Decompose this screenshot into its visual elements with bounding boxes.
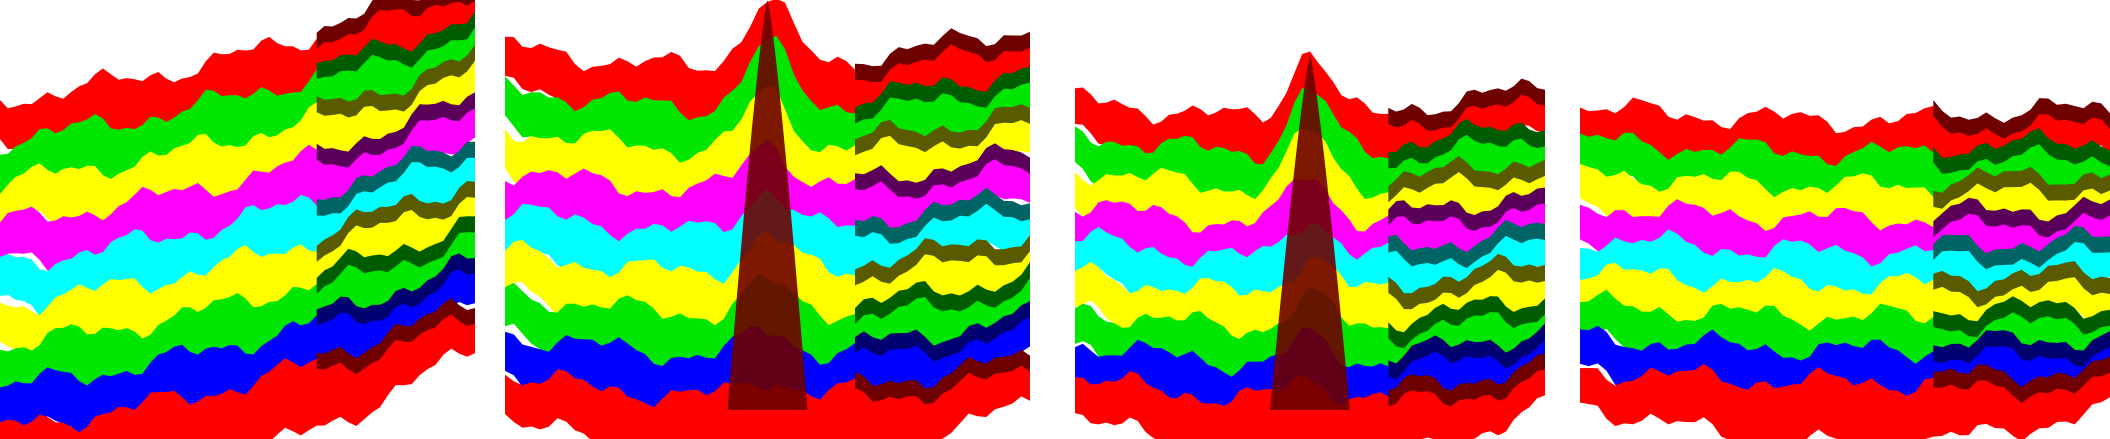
- surface-underside: [1388, 253, 1545, 310]
- surface-underside: [855, 66, 1030, 124]
- surface-underside: [855, 28, 1030, 83]
- surface-underside: [316, 92, 475, 168]
- surface-underside: [1388, 156, 1545, 203]
- surface-underside: [1933, 196, 2110, 238]
- surface-underside: [1933, 330, 2110, 367]
- surface-underside: [316, 141, 475, 216]
- surface-underside: [855, 235, 1030, 286]
- surface-underside: [855, 301, 1030, 362]
- surface-underside: [1933, 128, 2110, 174]
- surface-underside: [1388, 296, 1545, 349]
- surface-underside: [1388, 78, 1545, 132]
- surface-underside: [316, 0, 475, 49]
- surface-underside: [1388, 353, 1545, 407]
- surface-layer: [0, 98, 475, 280]
- surface-underside: [316, 181, 475, 262]
- panel-1-surface-stack: [0, 0, 475, 439]
- panel-3-surface-stack: [1075, 51, 1545, 439]
- surface-layer: [0, 50, 475, 240]
- surface-layer: [0, 259, 475, 439]
- surface-underside: [1933, 356, 2110, 403]
- central-peak: [727, 0, 808, 410]
- surface-underside: [855, 262, 1030, 325]
- surface-underside: [1933, 166, 2110, 209]
- panel-4-surface-stack: [1580, 97, 2110, 439]
- surface-underside: [316, 44, 475, 118]
- surface-underside: [1388, 187, 1545, 231]
- surface-layer: [0, 222, 475, 404]
- surface-underside: [316, 216, 475, 294]
- surface-underside: [1388, 219, 1545, 269]
- surface-layer: [0, 0, 475, 151]
- surface-underside: [855, 104, 1030, 156]
- surface-underside: [855, 349, 1030, 405]
- surface-underside: [855, 143, 1030, 199]
- panel-2-surface-stack: [505, 0, 1030, 439]
- surface-underside: [1388, 118, 1545, 169]
- surface-underside: [1933, 261, 2110, 308]
- surface-underside: [1933, 296, 2110, 338]
- surface-underside: [316, 11, 475, 80]
- surface-layer: [0, 304, 475, 439]
- surface-underside: [1388, 323, 1545, 380]
- surface-underside: [855, 187, 1030, 244]
- surface-layer: [1580, 362, 2110, 439]
- surface-underside: [1933, 98, 2110, 139]
- surface-underside: [1933, 226, 2110, 270]
- surface-underside: [316, 298, 475, 375]
- central-peak: [1270, 55, 1350, 410]
- surface-underside: [316, 253, 475, 326]
- surface-layer: [0, 187, 475, 363]
